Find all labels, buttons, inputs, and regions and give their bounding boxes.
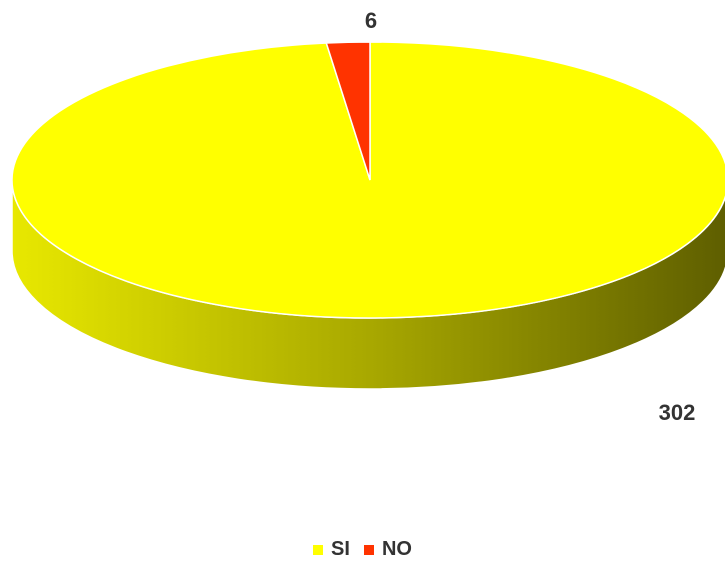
legend-item-no: NO xyxy=(363,538,412,561)
legend-swatch-si xyxy=(313,544,324,555)
pie-plot-area xyxy=(11,41,725,390)
legend-label-si: SI xyxy=(331,538,350,560)
legend-item-si: SI xyxy=(313,538,350,561)
data-label-si: 302 xyxy=(659,400,696,425)
legend-label-no: NO xyxy=(381,538,412,560)
pie-slice-no xyxy=(325,41,371,181)
pie-slice-si xyxy=(11,41,725,319)
legend-swatch-no xyxy=(363,544,374,555)
data-label-no: 6 xyxy=(365,8,377,33)
legend: SI NO xyxy=(0,538,725,561)
